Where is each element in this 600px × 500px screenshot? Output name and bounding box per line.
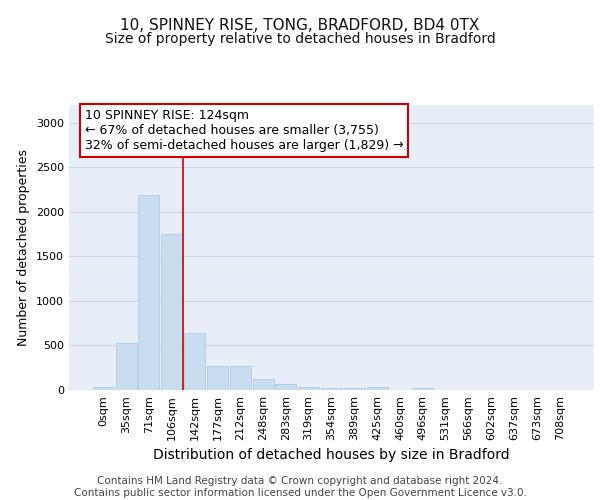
Bar	[344, 388, 365, 390]
Bar	[298, 387, 319, 390]
Bar	[253, 380, 274, 390]
Text: 10 SPINNEY RISE: 124sqm
← 67% of detached houses are smaller (3,755)
32% of semi: 10 SPINNEY RISE: 124sqm ← 67% of detache…	[85, 110, 403, 152]
Bar	[184, 333, 205, 390]
X-axis label: Distribution of detached houses by size in Bradford: Distribution of detached houses by size …	[153, 448, 510, 462]
Bar	[207, 366, 228, 390]
Bar	[139, 194, 160, 390]
Bar	[367, 388, 388, 390]
Bar	[275, 384, 296, 390]
Text: Size of property relative to detached houses in Bradford: Size of property relative to detached ho…	[104, 32, 496, 46]
Bar	[412, 388, 433, 390]
Bar	[93, 388, 114, 390]
Text: Contains HM Land Registry data © Crown copyright and database right 2024.
Contai: Contains HM Land Registry data © Crown c…	[74, 476, 526, 498]
Bar	[230, 366, 251, 390]
Y-axis label: Number of detached properties: Number of detached properties	[17, 149, 31, 346]
Bar	[321, 388, 342, 390]
Text: 10, SPINNEY RISE, TONG, BRADFORD, BD4 0TX: 10, SPINNEY RISE, TONG, BRADFORD, BD4 0T…	[121, 18, 479, 32]
Bar	[161, 234, 182, 390]
Bar	[116, 343, 137, 390]
